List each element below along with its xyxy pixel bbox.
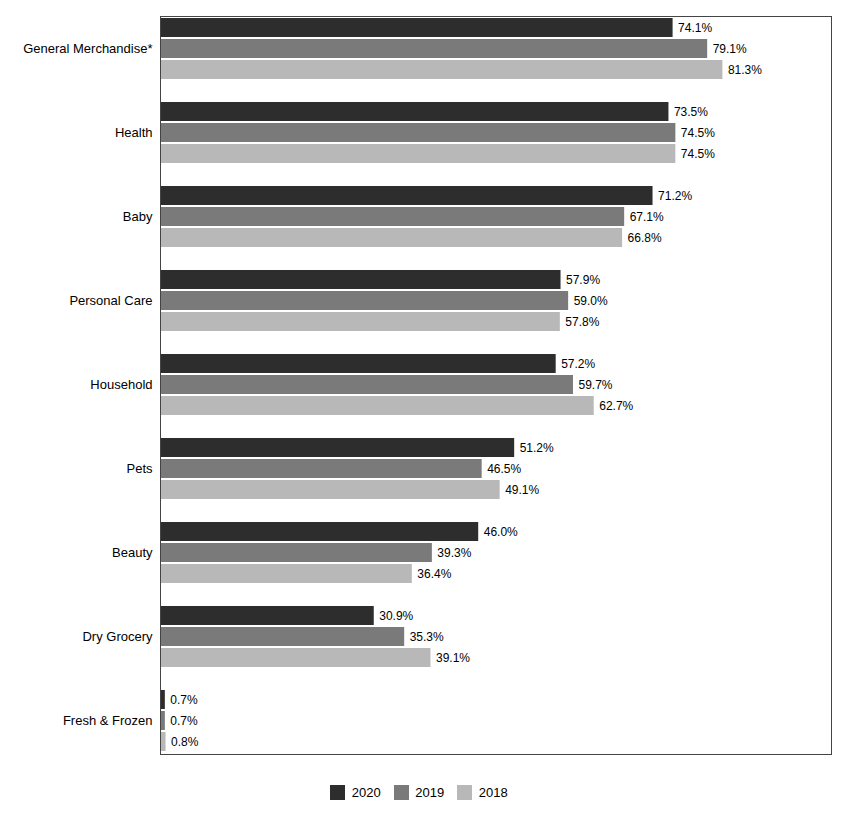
svg-text:39.3%: 39.3%	[437, 546, 471, 560]
html-text:2020: 2020	[351, 785, 381, 800]
svg-text:67.1%: 67.1%	[630, 210, 664, 224]
svg-text:74.5%: 74.5%	[681, 147, 715, 161]
svg-text:79.1%: 79.1%	[713, 42, 747, 56]
svg-text:71.2%: 71.2%	[658, 189, 692, 203]
svg-text:51.2%: 51.2%	[520, 441, 554, 455]
svg-text:81.3%: 81.3%	[728, 63, 762, 77]
svg-text:57.9%: 57.9%	[566, 273, 600, 287]
svg-text:Beauty: Beauty	[112, 545, 153, 560]
svg-text:74.5%: 74.5%	[681, 126, 715, 140]
svg-text:35.3%: 35.3%	[410, 630, 444, 644]
svg-text:46.0%: 46.0%	[484, 525, 518, 539]
svg-text:46.5%: 46.5%	[487, 462, 521, 476]
svg-text:66.8%: 66.8%	[628, 231, 662, 245]
svg-text:74.1%: 74.1%	[678, 21, 712, 35]
svg-text:59.0%: 59.0%	[574, 294, 608, 308]
svg-text:57.8%: 57.8%	[565, 315, 599, 329]
svg-text:36.4%: 36.4%	[417, 567, 451, 581]
svg-text:0.7%: 0.7%	[170, 714, 198, 728]
svg-text:Household: Household	[90, 377, 152, 392]
html-text:2018: 2018	[478, 785, 508, 800]
svg-text:57.2%: 57.2%	[561, 357, 595, 371]
html-text:2019: 2019	[415, 785, 445, 800]
svg-text:49.1%: 49.1%	[505, 483, 539, 497]
svg-text:Dry Grocery: Dry Grocery	[82, 629, 153, 644]
svg-text:General Merchandise*: General Merchandise*	[23, 41, 152, 56]
svg-text:Fresh & Frozen: Fresh & Frozen	[63, 713, 153, 728]
svg-text:0.8%: 0.8%	[171, 735, 199, 749]
svg-text:Health: Health	[115, 125, 153, 140]
svg-text:73.5%: 73.5%	[674, 105, 708, 119]
svg-text:59.7%: 59.7%	[578, 378, 612, 392]
svg-text:Personal Care: Personal Care	[69, 293, 152, 308]
svg-text:39.1%: 39.1%	[436, 651, 470, 665]
svg-text:0.7%: 0.7%	[170, 693, 198, 707]
svg-text:Pets: Pets	[126, 461, 153, 476]
svg-text:30.9%: 30.9%	[379, 609, 413, 623]
svg-text:62.7%: 62.7%	[599, 399, 633, 413]
svg-text:Baby: Baby	[123, 209, 153, 224]
